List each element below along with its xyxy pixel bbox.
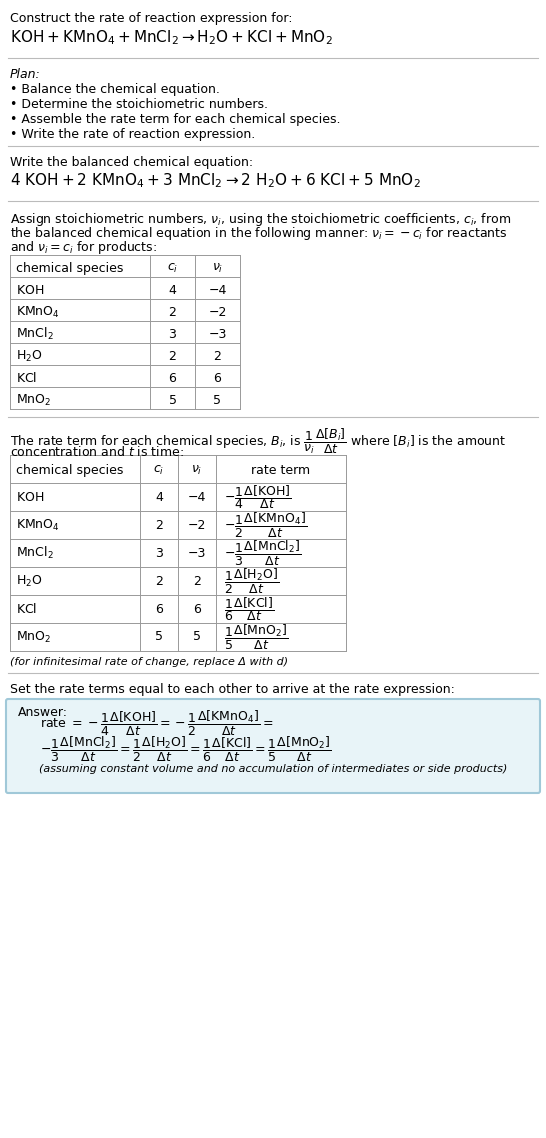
Text: The rate term for each chemical species, $B_i$, is $\dfrac{1}{\nu_i}\dfrac{\Delt: The rate term for each chemical species,… — [10, 427, 506, 456]
Text: (assuming constant volume and no accumulation of intermediates or side products): (assuming constant volume and no accumul… — [39, 764, 507, 774]
Text: 6: 6 — [193, 602, 201, 616]
Text: $\mathregular{KOH}$: $\mathregular{KOH}$ — [16, 490, 44, 503]
Text: 2: 2 — [193, 575, 201, 587]
Text: $\dfrac{1}{5}\dfrac{\Delta[\mathregular{MnO_2}]}{\Delta t}$: $\dfrac{1}{5}\dfrac{\Delta[\mathregular{… — [224, 622, 288, 651]
Text: 5: 5 — [213, 394, 222, 406]
Text: $\dfrac{1}{2}\dfrac{\Delta[\mathregular{H_2O}]}{\Delta t}$: $\dfrac{1}{2}\dfrac{\Delta[\mathregular{… — [224, 567, 279, 595]
Text: 5: 5 — [169, 394, 176, 406]
Text: $\mathregular{KOH}$: $\mathregular{KOH}$ — [16, 283, 44, 297]
Text: Plan:: Plan: — [10, 68, 41, 81]
Text: $\mathregular{H_2O}$: $\mathregular{H_2O}$ — [16, 348, 43, 364]
Text: chemical species: chemical species — [16, 262, 123, 274]
Text: −2: −2 — [188, 519, 206, 531]
Text: Write the balanced chemical equation:: Write the balanced chemical equation: — [10, 156, 253, 170]
Text: $\mathregular{KOH + KMnO_4 + MnCl_2 \rightarrow H_2O + KCl + MnO_2}$: $\mathregular{KOH + KMnO_4 + MnCl_2 \rig… — [10, 28, 333, 47]
Text: −3: −3 — [209, 328, 227, 340]
Text: 2: 2 — [169, 306, 176, 319]
Text: −3: −3 — [188, 546, 206, 560]
Text: Construct the rate of reaction expression for:: Construct the rate of reaction expressio… — [10, 13, 293, 25]
Text: 6: 6 — [155, 602, 163, 616]
Text: $\nu_i$: $\nu_i$ — [191, 464, 203, 477]
Text: $-\dfrac{1}{2}\dfrac{\Delta[\mathregular{KMnO_4}]}{\Delta t}$: $-\dfrac{1}{2}\dfrac{\Delta[\mathregular… — [224, 511, 307, 539]
Text: 6: 6 — [169, 372, 176, 385]
Text: • Balance the chemical equation.: • Balance the chemical equation. — [10, 83, 220, 96]
Text: $\nu_i$: $\nu_i$ — [212, 262, 223, 274]
Text: 2: 2 — [213, 349, 222, 363]
FancyBboxPatch shape — [6, 699, 540, 793]
Text: $\mathregular{MnCl_2}$: $\mathregular{MnCl_2}$ — [16, 327, 54, 343]
Text: concentration and $t$ is time:: concentration and $t$ is time: — [10, 445, 184, 459]
Text: $\mathregular{KCl}$: $\mathregular{KCl}$ — [16, 602, 37, 616]
Text: $-\dfrac{1}{3}\dfrac{\Delta[\mathregular{MnCl_2}]}{\Delta t} = \dfrac{1}{2}\dfra: $-\dfrac{1}{3}\dfrac{\Delta[\mathregular… — [40, 734, 331, 764]
Text: $-\dfrac{1}{3}\dfrac{\Delta[\mathregular{MnCl_2}]}{\Delta t}$: $-\dfrac{1}{3}\dfrac{\Delta[\mathregular… — [224, 538, 301, 568]
Text: Set the rate terms equal to each other to arrive at the rate expression:: Set the rate terms equal to each other t… — [10, 683, 455, 696]
Text: $c_i$: $c_i$ — [167, 262, 178, 274]
Text: (for infinitesimal rate of change, replace Δ with d): (for infinitesimal rate of change, repla… — [10, 657, 288, 667]
Text: chemical species: chemical species — [16, 464, 123, 477]
Text: 4: 4 — [169, 283, 176, 297]
Text: $\mathregular{KCl}$: $\mathregular{KCl}$ — [16, 371, 37, 385]
Text: 3: 3 — [155, 546, 163, 560]
Text: rate term: rate term — [252, 464, 311, 477]
Text: $\mathregular{MnO_2}$: $\mathregular{MnO_2}$ — [16, 629, 51, 644]
Text: $\dfrac{1}{6}\dfrac{\Delta[\mathregular{KCl}]}{\Delta t}$: $\dfrac{1}{6}\dfrac{\Delta[\mathregular{… — [224, 595, 274, 622]
Text: 6: 6 — [213, 372, 222, 385]
Text: $\mathregular{MnCl_2}$: $\mathregular{MnCl_2}$ — [16, 545, 54, 561]
Text: 5: 5 — [155, 630, 163, 643]
Text: 5: 5 — [193, 630, 201, 643]
Text: 2: 2 — [155, 519, 163, 531]
Text: $c_i$: $c_i$ — [153, 464, 165, 477]
Text: Answer:: Answer: — [18, 706, 68, 719]
Text: 4: 4 — [155, 490, 163, 503]
Text: 2: 2 — [155, 575, 163, 587]
Text: −2: −2 — [209, 306, 227, 319]
Text: −4: −4 — [188, 490, 206, 503]
Text: and $\nu_i = c_i$ for products:: and $\nu_i = c_i$ for products: — [10, 239, 157, 256]
Text: • Write the rate of reaction expression.: • Write the rate of reaction expression. — [10, 127, 255, 141]
Text: $-\dfrac{1}{4}\dfrac{\Delta[\mathregular{KOH}]}{\Delta t}$: $-\dfrac{1}{4}\dfrac{\Delta[\mathregular… — [224, 483, 292, 511]
Text: the balanced chemical equation in the following manner: $\nu_i = -c_i$ for react: the balanced chemical equation in the fo… — [10, 225, 507, 242]
Text: rate $= -\dfrac{1}{4}\dfrac{\Delta[\mathregular{KOH}]}{\Delta t} = -\dfrac{1}{2}: rate $= -\dfrac{1}{4}\dfrac{\Delta[\math… — [40, 709, 274, 737]
Text: 3: 3 — [169, 328, 176, 340]
Text: • Determine the stoichiometric numbers.: • Determine the stoichiometric numbers. — [10, 98, 268, 112]
Text: $\mathregular{MnO_2}$: $\mathregular{MnO_2}$ — [16, 393, 51, 407]
Text: Assign stoichiometric numbers, $\nu_i$, using the stoichiometric coefficients, $: Assign stoichiometric numbers, $\nu_i$, … — [10, 211, 511, 228]
Text: −4: −4 — [209, 283, 227, 297]
Text: $\mathregular{KMnO_4}$: $\mathregular{KMnO_4}$ — [16, 518, 60, 533]
Text: • Assemble the rate term for each chemical species.: • Assemble the rate term for each chemic… — [10, 113, 341, 126]
Text: 2: 2 — [169, 349, 176, 363]
Text: $\mathregular{H_2O}$: $\mathregular{H_2O}$ — [16, 574, 43, 588]
Text: $\mathregular{KMnO_4}$: $\mathregular{KMnO_4}$ — [16, 305, 60, 320]
Text: $\mathregular{4\ KOH + 2\ KMnO_4 + 3\ MnCl_2 \rightarrow 2\ H_2O + 6\ KCl + 5\ M: $\mathregular{4\ KOH + 2\ KMnO_4 + 3\ Mn… — [10, 171, 421, 190]
